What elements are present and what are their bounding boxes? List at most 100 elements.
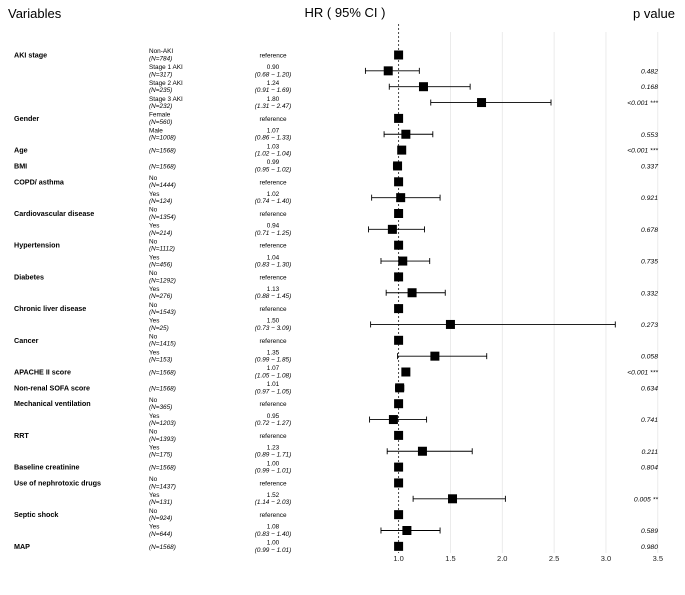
ci-value: (0.73 − 3.09) [255, 325, 291, 332]
forest-row: Hypertension No(N=1112) reference [14, 238, 404, 253]
hr-value: 1.03 [267, 143, 280, 150]
forest-row: Mechanical ventilation No(N=365) reference [14, 397, 404, 411]
group-label: No [149, 476, 158, 483]
variable-label: Septic shock [14, 510, 58, 519]
reference-label: reference [260, 433, 287, 440]
group-label: Yes [149, 191, 159, 198]
p-value: 0.482 [641, 68, 658, 75]
forest-row: Chronic liver disease No(N=1543) reference [14, 302, 404, 316]
group-n: (N=276) [149, 293, 172, 300]
variable-label: Hypertension [14, 241, 60, 250]
hr-value: 1.07 [267, 127, 280, 134]
group-n: (N=1568) [149, 163, 176, 170]
group-label: No [149, 429, 158, 436]
hr-value: 1.08 [267, 524, 280, 531]
reference-square [394, 399, 404, 409]
variable-label: COPD/ asthma [14, 177, 65, 186]
hr-value: 1.00 [267, 540, 280, 547]
variable-label: Non-renal SOFA score [14, 383, 90, 392]
reference-square [394, 304, 404, 314]
p-value: 0.804 [641, 465, 658, 472]
group-n: (N=175) [149, 452, 172, 459]
forest-row: Stage 2 AKI(N=235) 1.24(0.91 − 1.69) 0.168 [149, 80, 658, 94]
reference-label: reference [260, 306, 287, 313]
group-label: Yes [149, 492, 159, 499]
reference-label: reference [260, 480, 287, 487]
x-tick-label: 1.5 [445, 554, 455, 563]
forest-row: Septic shock No(N=924) reference [14, 508, 404, 522]
hr-value: 1.01 [267, 381, 280, 388]
forest-row: Male(N=1008) 1.07(0.86 − 1.33) 0.553 [149, 127, 658, 141]
forest-row: Stage 3 AKI(N=232) 1.80(1.31 − 2.47) <0.00… [149, 96, 658, 110]
group-n: (N=365) [149, 404, 172, 411]
p-value: 0.634 [641, 385, 658, 392]
forest-row: COPD/ asthma No(N=1444) reference [14, 175, 404, 189]
reference-square [394, 113, 404, 123]
hr-value: 1.24 [267, 80, 280, 87]
ci-value: (0.72 − 1.27) [255, 420, 291, 427]
p-value: 0.211 [641, 449, 658, 456]
forest-row: Diabetes No(N=1292) reference [14, 270, 404, 284]
group-label: Female [149, 112, 171, 119]
forest-row: Yes(N=124) 1.02(0.74 − 1.40) 0.921 [149, 191, 658, 205]
ci-value: (1.05 − 1.08) [255, 372, 291, 379]
hr-point [398, 256, 408, 266]
hr-point [430, 351, 440, 361]
group-n: (N=317) [149, 71, 172, 78]
ci-value: (0.99 − 1.85) [255, 357, 291, 364]
header-hr: HR ( 95% CI ) [305, 5, 386, 20]
reference-square [394, 335, 404, 345]
reference-label: reference [260, 211, 287, 218]
p-value: 0.678 [641, 227, 658, 234]
group-label: No [149, 175, 158, 182]
forest-row: Use of nephrotoxic drugs No(N=1437) refere… [14, 476, 404, 490]
group-n: (N=1008) [149, 135, 176, 142]
reference-square [394, 272, 404, 282]
reference-label: reference [260, 274, 287, 281]
reference-label: reference [260, 53, 287, 60]
forest-row: Yes(N=175) 1.23(0.89 − 1.71) 0.211 [149, 444, 658, 458]
forest-row: Yes(N=131) 1.52(1.14 − 2.03) 0.005 ** [149, 492, 658, 506]
group-n: (N=1354) [149, 214, 176, 221]
group-n: (N=1543) [149, 309, 176, 316]
hr-point [401, 129, 411, 139]
p-value: 0.921 [641, 195, 658, 202]
gridlines [450, 32, 659, 553]
group-label: No [149, 270, 158, 277]
hr-value: 1.80 [267, 96, 280, 103]
hr-point [396, 193, 406, 203]
p-value: 0.980 [641, 544, 658, 551]
hr-point [418, 82, 428, 92]
reference-square [394, 240, 404, 250]
ci-value: (1.02 − 1.04) [255, 151, 291, 158]
forest-row: APACHE II score (N=1568) 1.07(1.05 − 1.08)… [14, 365, 658, 379]
forest-row: BMI (N=1568) 0.99(0.95 − 1.02) 0.337 [14, 159, 658, 173]
ci-value: (0.95 − 1.02) [255, 166, 291, 173]
p-value: 0.337 [641, 163, 658, 170]
hr-point [448, 494, 458, 504]
forest-row: Cardiovascular disease No(N=1354) referenc… [14, 207, 404, 221]
hr-value: 0.95 [267, 413, 280, 420]
hr-point [395, 383, 405, 393]
group-label: Yes [149, 413, 159, 420]
ci-value: (0.99 − 1.01) [255, 547, 291, 554]
group-label: No [149, 207, 158, 214]
forest-row: Baseline creatinine (N=1568) 1.00(0.99 − 1… [14, 460, 658, 474]
variable-label: AKI stage [14, 51, 47, 60]
forest-row: Non-renal SOFA score (N=1568) 1.01(0.97 − … [14, 381, 658, 395]
group-n: (N=1568) [149, 544, 176, 551]
group-n: (N=1568) [149, 465, 176, 472]
hr-value: 1.50 [267, 318, 280, 325]
hr-value: 0.99 [267, 159, 280, 166]
ci-value: (1.31 − 2.47) [255, 103, 291, 110]
hr-value: 0.90 [267, 64, 280, 71]
group-label: Yes [149, 286, 159, 293]
variable-label: Mechanical ventilation [14, 399, 91, 408]
group-label: Yes [149, 444, 159, 451]
p-value: <0.001 *** [627, 100, 658, 107]
hr-point [383, 66, 393, 76]
group-label: Yes [149, 318, 159, 325]
p-value: 0.005 ** [634, 496, 659, 503]
ci-value: (0.86 − 1.33) [255, 135, 291, 142]
x-tick-label: 1.0 [393, 554, 403, 563]
